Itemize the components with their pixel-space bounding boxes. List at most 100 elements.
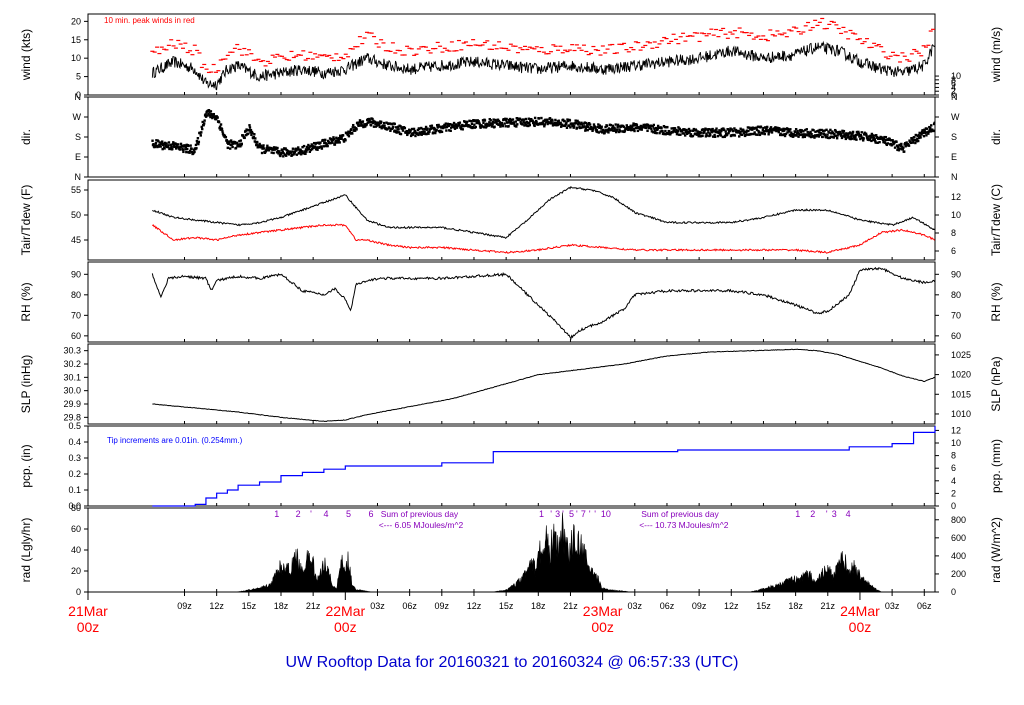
dir-dot <box>674 130 678 134</box>
dir-dot <box>896 148 899 152</box>
dir-dot <box>345 131 349 134</box>
dir-dot <box>428 130 431 133</box>
left-tick-label: 90 <box>71 269 81 279</box>
dir-dot <box>418 127 421 131</box>
dir-dot <box>660 127 663 130</box>
rain-event-label: 5 <box>346 509 351 519</box>
dir-dot <box>823 133 827 137</box>
dir-dot <box>618 128 621 131</box>
dir-dot <box>197 142 200 146</box>
dir-dot <box>701 128 705 131</box>
dir-dot <box>194 143 198 147</box>
dir-dot <box>353 126 356 129</box>
dir-dot <box>668 130 671 133</box>
dir-dot <box>319 141 322 144</box>
dir-dot <box>160 140 164 143</box>
time-tick-label: 12z <box>724 601 739 611</box>
right-tick-label: 12 <box>951 425 961 435</box>
dir-dot <box>557 123 560 126</box>
dir-dot <box>918 131 921 135</box>
dir-dot <box>299 153 303 156</box>
dir-dot <box>848 131 852 134</box>
dir-dot <box>240 143 243 147</box>
dir-dot <box>497 119 501 123</box>
left-tick-label: 10 <box>71 53 81 63</box>
dir-dot <box>663 125 667 129</box>
dir-dot <box>817 129 820 133</box>
dir-dot <box>791 133 794 136</box>
dir-dot <box>669 133 672 136</box>
right-tick-label: 4 <box>951 82 956 92</box>
dir-dot <box>875 134 878 137</box>
dir-dot <box>509 120 513 123</box>
dir-dot <box>629 128 633 132</box>
dir-dot <box>316 148 319 151</box>
dir-dot <box>775 129 778 133</box>
left-tick-label: S <box>75 132 81 142</box>
dir-dot <box>630 125 634 129</box>
dir-dot <box>738 135 741 138</box>
dir-dot <box>611 126 614 130</box>
dir-dot <box>893 146 897 149</box>
y-axis-label-right: pcp. (mm) <box>989 439 1003 493</box>
time-tick-label: 21z <box>821 601 836 611</box>
dir-dot <box>460 125 463 128</box>
dir-dot <box>777 130 780 134</box>
left-tick-label: 0.5 <box>68 421 81 431</box>
dir-dot <box>818 128 821 132</box>
dir-dot <box>642 123 645 127</box>
dir-dot <box>597 123 600 126</box>
dir-dot <box>909 141 913 145</box>
left-tick-label: 60 <box>71 331 81 341</box>
radiation-area <box>235 548 373 593</box>
dir-dot <box>410 127 414 131</box>
dir-dot <box>465 120 469 124</box>
dir-dot <box>888 138 891 141</box>
dir-dot <box>237 145 240 148</box>
dir-dot <box>154 141 158 145</box>
dir-dot <box>543 123 546 126</box>
dir-dot <box>709 134 712 137</box>
dir-dot <box>734 128 738 132</box>
left-tick-label: 60 <box>71 524 81 534</box>
left-tick-label: 0 <box>76 90 81 100</box>
precip-line <box>152 426 936 507</box>
dir-dot <box>797 135 800 138</box>
dir-dot <box>746 126 750 129</box>
dir-dot <box>638 128 642 131</box>
dir-dot <box>583 121 587 124</box>
dir-dot <box>896 145 900 148</box>
dir-dot <box>820 128 823 132</box>
dir-dot <box>351 132 354 135</box>
dir-dot <box>284 154 288 157</box>
dir-dot <box>453 127 457 130</box>
dir-dot <box>699 131 703 134</box>
right-tick-label: 80 <box>951 290 961 300</box>
dir-dot <box>158 143 161 147</box>
y-axis-label: pcp. (in) <box>19 444 33 487</box>
dir-dot <box>425 132 428 136</box>
dir-dot <box>381 124 385 127</box>
dir-dot <box>778 128 781 131</box>
dir-dot <box>397 131 401 134</box>
dir-dot <box>805 128 808 131</box>
dir-dot <box>368 119 371 122</box>
dir-dot <box>300 150 304 154</box>
dir-dot <box>889 142 892 146</box>
dir-dot <box>344 139 347 142</box>
day-label: 21Mar <box>68 603 108 619</box>
dir-dot <box>664 129 667 133</box>
dir-dot <box>367 120 370 124</box>
right-tick-label: 1015 <box>951 389 971 399</box>
dir-dot <box>151 139 154 142</box>
dir-dot <box>871 134 874 137</box>
dir-dot <box>756 125 760 128</box>
dir-dot <box>197 140 201 144</box>
y-axis-label: SLP (inHg) <box>19 355 33 413</box>
dir-dot <box>573 125 576 128</box>
dir-dot <box>287 153 291 156</box>
dir-dot <box>161 147 164 151</box>
dir-dot <box>794 128 798 131</box>
dir-dot <box>510 118 513 122</box>
dir-dot <box>922 134 926 138</box>
